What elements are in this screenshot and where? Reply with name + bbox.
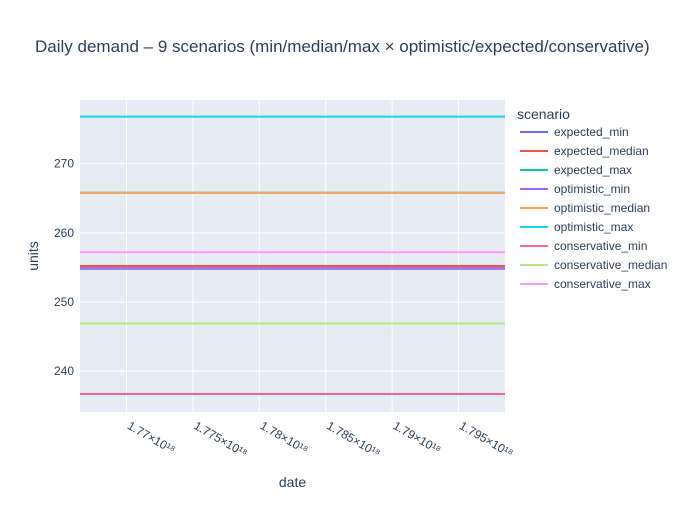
x-axis-label: date [279,474,306,490]
legend-label: conservative_min [554,239,647,253]
legend-label: expected_max [554,163,632,177]
legend-label: expected_min [554,125,629,139]
legend-item-expected-median[interactable]: expected_median [520,144,649,158]
legend-label: optimistic_median [554,201,650,215]
legend: scenario expected_min expected_medianexpe… [517,106,667,291]
legend-item-conservative-max[interactable]: conservative_max [520,277,651,291]
legend-item-optimistic-min[interactable]: optimistic_min [520,182,630,196]
legend-item-conservative-min[interactable]: conservative_min [520,239,647,253]
grid-lines [80,100,505,412]
x-tick-label: 1.775×10¹⁸ [191,418,249,460]
legend-label: conservative_median [554,258,667,272]
legend-item-expected-min[interactable]: expected_min [520,125,629,139]
y-tick-label: 250 [54,295,74,309]
y-tick-label: 270 [54,157,74,171]
legend-label: optimistic_min [554,182,630,196]
x-tick-label: 1.77×10¹⁸ [125,418,178,457]
legend-item-expected-max[interactable]: expected_max [520,163,632,177]
legend-label: expected_median [554,144,649,158]
series-lines [80,115,505,396]
legend-label: conservative_max [554,277,651,291]
y-axis-label: units [25,241,41,271]
x-tick-label: 1.79×10¹⁸ [391,418,444,457]
chart-title: Daily demand – 9 scenarios (min/median/m… [35,37,650,56]
legend-label: optimistic_max [554,220,633,234]
legend-item-optimistic-median[interactable]: optimistic_median [520,201,650,215]
y-tick-label: 260 [54,226,74,240]
y-axis-ticks: 240 250 260 270 [54,157,74,379]
x-tick-label: 1.785×10¹⁸ [324,418,382,460]
x-tick-label: 1.795×10¹⁸ [457,418,515,460]
y-tick-label: 240 [54,364,74,378]
plot-area [80,100,505,412]
legend-title: scenario [517,106,570,122]
legend-item-conservative-median[interactable]: conservative_median [520,258,667,272]
legend-item-optimistic-max[interactable]: optimistic_max [520,220,633,234]
x-axis-ticks: 1.77×10¹⁸ 1.775×10¹⁸ 1.78×10¹⁸ 1.785×10¹⁸ 1.… [125,418,516,460]
x-tick-label: 1.78×10¹⁸ [258,418,311,457]
